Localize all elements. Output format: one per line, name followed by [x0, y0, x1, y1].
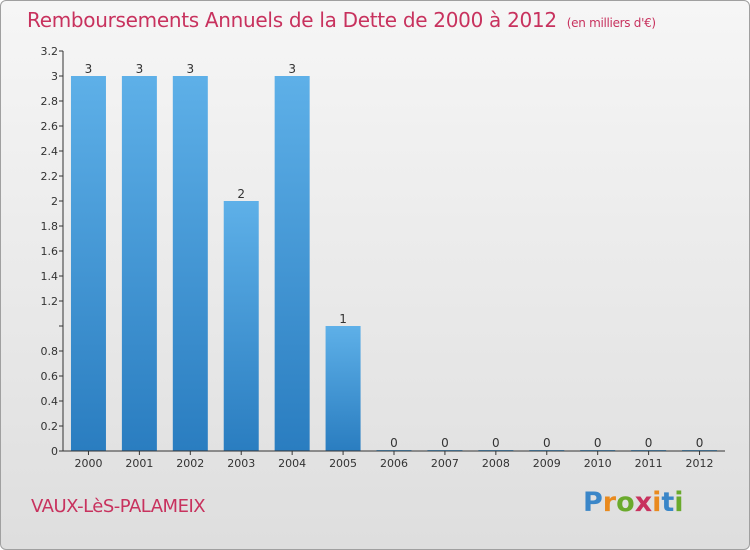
chart-title: Remboursements Annuels de la Dette de 20…: [27, 8, 656, 32]
x-tick-label-2003: 2003: [227, 457, 255, 470]
x-tick-label-2008: 2008: [482, 457, 510, 470]
chart-title-text: Remboursements Annuels de la Dette de 20…: [27, 8, 557, 32]
bar-2004: [274, 76, 310, 451]
y-tick-label: 2.2: [41, 170, 59, 183]
bar-2003: [223, 201, 259, 451]
bar-value-label-2008: 0: [492, 436, 500, 450]
y-tick-label: 0.6: [41, 370, 59, 383]
y-tick-label: 0.2: [41, 420, 59, 433]
bar-value-label-2007: 0: [441, 436, 449, 450]
y-tick-label: 2.6: [41, 120, 59, 133]
y-tick-label: 1.4: [41, 270, 59, 283]
y-tick-label: 2: [51, 195, 58, 208]
x-tick-label-2006: 2006: [380, 457, 408, 470]
commune-name: VAUX-LèS-PALAMEIX: [31, 496, 206, 517]
bar-2002: [172, 76, 208, 451]
x-tick-label-2000: 2000: [74, 457, 102, 470]
x-tick-label-2012: 2012: [686, 457, 714, 470]
y-tick-label: 1.6: [41, 245, 59, 258]
bar-value-label-2006: 0: [390, 436, 398, 450]
x-tick-label-2009: 2009: [533, 457, 561, 470]
y-tick-label: 3.2: [41, 45, 59, 58]
bar-2005: [325, 326, 361, 451]
x-tick-label-2007: 2007: [431, 457, 459, 470]
bar-2000: [70, 76, 106, 451]
proxiti-logo: Proxiti: [583, 487, 684, 518]
chart-unit: (en milliers d'€): [566, 16, 656, 30]
brand-letter: t: [661, 487, 675, 518]
bar-2001: [121, 76, 157, 451]
bar-value-label-2001: 3: [136, 62, 144, 76]
bar-value-label-2002: 3: [186, 62, 194, 76]
brand-letter: r: [602, 487, 617, 518]
bar-value-label-2011: 0: [645, 436, 653, 450]
y-tick-label: 0.8: [41, 345, 59, 358]
x-tick-label-2011: 2011: [635, 457, 663, 470]
x-tick-label-2002: 2002: [176, 457, 204, 470]
bar-value-label-2004: 3: [288, 62, 296, 76]
y-tick-label: 1.2: [41, 295, 59, 308]
y-tick-label: 3: [51, 70, 58, 83]
x-tick-label-2005: 2005: [329, 457, 357, 470]
brand-letter: i: [652, 487, 662, 518]
x-tick-label-2004: 2004: [278, 457, 306, 470]
y-tick-label: 0: [51, 445, 58, 458]
brand-letter: i: [674, 487, 684, 518]
bar-value-label-2009: 0: [543, 436, 551, 450]
y-tick-label: 2.8: [41, 95, 59, 108]
brand-letter: P: [583, 487, 603, 518]
y-tick-label: 0.4: [41, 395, 59, 408]
bar-value-label-2005: 1: [339, 312, 347, 326]
y-tick-label: 2.4: [41, 145, 59, 158]
bar-value-label-2000: 3: [85, 62, 93, 76]
brand-letter: o: [616, 487, 635, 518]
bar-value-label-2003: 2: [237, 187, 245, 201]
y-tick-label: 1.8: [41, 220, 59, 233]
brand-letter: x: [634, 487, 653, 518]
bar-value-label-2012: 0: [696, 436, 704, 450]
bar-value-label-2010: 0: [594, 436, 602, 450]
x-tick-label-2001: 2001: [125, 457, 153, 470]
x-tick-label-2010: 2010: [584, 457, 612, 470]
